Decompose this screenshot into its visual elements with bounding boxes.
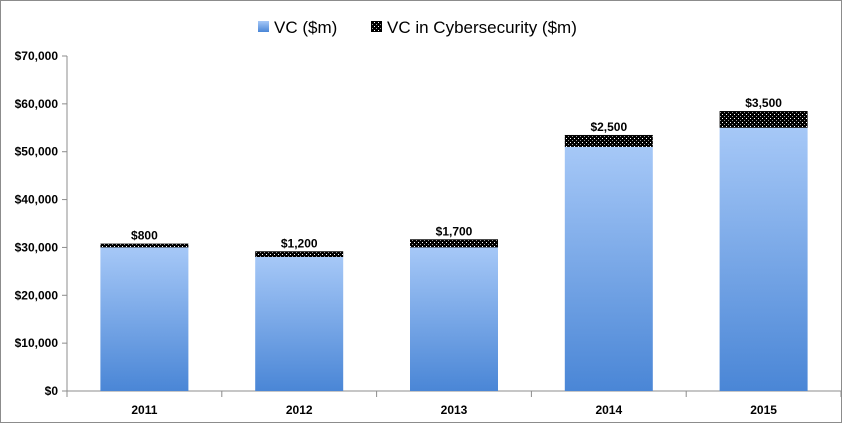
legend: VC ($m) VC in Cybersecurity ($m) [258,18,577,37]
x-category-label: 2014 [595,403,622,417]
legend-label-cyber: VC in Cybersecurity ($m) [387,18,577,37]
legend-swatch-cyber [371,21,382,32]
y-axis-ticks: $0 $10,000 $20,000 $30,000 $40,000 $50,000 $60… [15,49,67,398]
bar-vc [719,127,808,392]
legend-label-vc: VC ($m) [274,18,337,37]
y-tick-label: $10,000 [15,336,59,350]
legend-item-cyber: VC in Cybersecurity ($m) [371,18,577,37]
x-category-label: 2012 [286,403,313,417]
bar-cybersecurity [100,243,189,248]
x-axis-ticks: 2011 2012 2013 2014 2015 [66,391,841,417]
y-tick-label: $20,000 [15,288,59,302]
bar-cybersecurity [719,111,808,128]
y-tick-label: $30,000 [15,240,59,254]
bars [100,111,808,392]
bar-vc [564,146,653,391]
y-tick-label: $0 [45,384,59,398]
data-label-cybersecurity: $3,500 [745,96,782,110]
bar-cybersecurity [410,239,498,248]
bar-vc [100,247,189,391]
bar-cybersecurity [255,251,344,257]
y-tick-label: $50,000 [15,145,59,159]
data-label-cybersecurity: $800 [131,229,158,243]
data-labels: $800 $1,200 $1,700 $2,500 $3,500 [131,96,782,250]
data-label-cybersecurity: $1,700 [436,224,473,238]
data-label-cybersecurity: $1,200 [281,236,318,250]
x-category-label: 2013 [441,403,468,417]
bar-cybersecurity [564,134,653,147]
bar-vc [410,247,498,391]
bar-vc [255,257,344,391]
y-tick-label: $60,000 [15,97,59,111]
y-tick-label: $40,000 [15,193,59,207]
data-label-cybersecurity: $2,500 [590,120,627,134]
x-category-label: 2011 [131,403,157,417]
legend-item-vc: VC ($m) [258,18,337,37]
legend-swatch-vc [258,21,269,32]
y-tick-label: $70,000 [15,49,59,63]
x-category-label: 2015 [750,403,777,417]
